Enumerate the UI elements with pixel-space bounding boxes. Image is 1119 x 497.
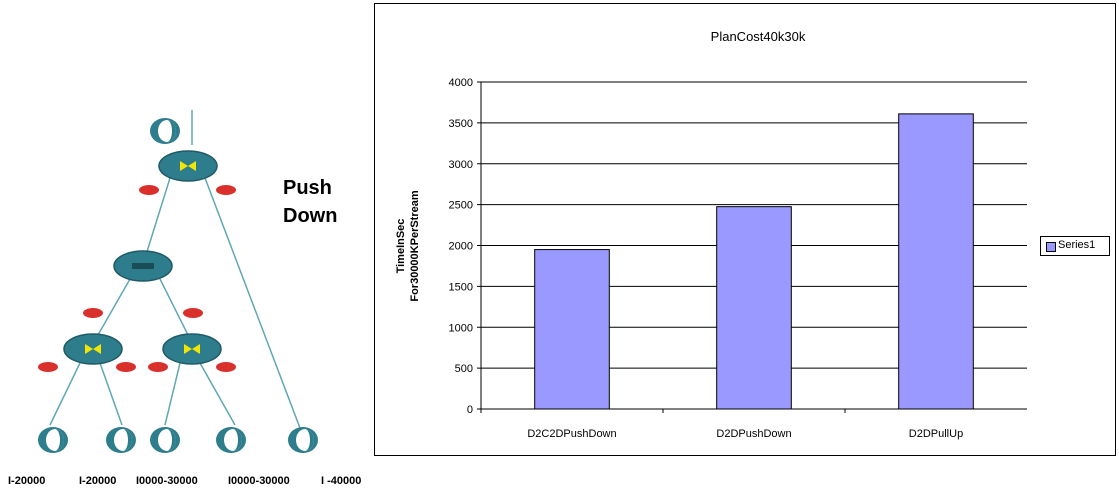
legend-label-series1: Series1 [1058, 239, 1096, 251]
stream-label-4: I0000-30000 [228, 475, 290, 487]
top-join-icon [158, 150, 218, 182]
y-tick-label: 1500 [449, 281, 473, 293]
y-axis-label-line2: For30000KPerStream [409, 190, 421, 302]
legend-swatch-series1 [1046, 242, 1056, 252]
bar-D2DPushDown [716, 206, 792, 410]
stream-label-5: I -40000 [321, 475, 361, 487]
chart-title: PlanCost40k30k [711, 29, 806, 44]
push-down-label: Push Down [283, 174, 337, 230]
y-tick-label: 3000 [449, 159, 473, 171]
y-axis-label-line1: TimeInSec [395, 219, 407, 274]
stream-label-2: I-20000 [79, 475, 116, 487]
bar-chart: PlanCost40k30k TimeInSec For30000KPerStr… [395, 29, 1027, 440]
leaf-stream-icon-5 [288, 427, 318, 453]
query-plan-diagram: I-20000 I-20000 I0000-30000 I0000-30000 … [8, 110, 361, 487]
y-tick-label: 500 [455, 363, 473, 375]
x-category-label: D2C2DPushDown [527, 428, 616, 440]
x-category-label: D2DPushDown [716, 428, 791, 440]
legend: Series1 [1040, 236, 1110, 256]
selection-icons [38, 185, 236, 372]
y-tick-label: 2500 [449, 200, 473, 212]
y-tick-label: 4000 [449, 77, 473, 89]
y-tick-label: 1000 [449, 322, 473, 334]
bars [480, 113, 974, 413]
leaf-stream-icon-4 [216, 427, 246, 453]
push-label-line2: Down [283, 205, 338, 227]
y-tick-label: 3500 [449, 118, 473, 130]
x-category-label: D2DPullUp [909, 428, 963, 440]
y-tick-label: 0 [467, 404, 473, 416]
y-tick-label: 2000 [449, 241, 473, 253]
plan-edges [49, 110, 301, 429]
stream-label-1: I-20000 [8, 475, 45, 487]
x-category-labels: D2C2DPushDown D2DPushDown D2DPullUp [527, 428, 963, 440]
y-tick-labels: 0 500 1000 1500 2000 2500 3000 3500 4000 [449, 77, 473, 416]
leaf-stream-icon-2 [106, 427, 136, 453]
bar-D2C2DPushDown [534, 249, 610, 410]
leaf-stream-icon-1 [38, 427, 68, 453]
minus-operator-icon [113, 250, 173, 282]
push-label-line1: Push [283, 177, 332, 199]
chart-frame: PlanCost40k30k TimeInSec For30000KPerStr… [374, 3, 1116, 456]
y-axis-label: TimeInSec For30000KPerStream [395, 190, 421, 302]
left-join-icon [63, 333, 123, 365]
axes [480, 82, 1027, 410]
bar-D2DPullUp [898, 113, 974, 410]
stream-label-3: I0000-30000 [136, 475, 198, 487]
right-join-icon [162, 333, 222, 365]
leaf-stream-icon-3 [150, 427, 180, 453]
root-stream-icon [150, 118, 180, 144]
